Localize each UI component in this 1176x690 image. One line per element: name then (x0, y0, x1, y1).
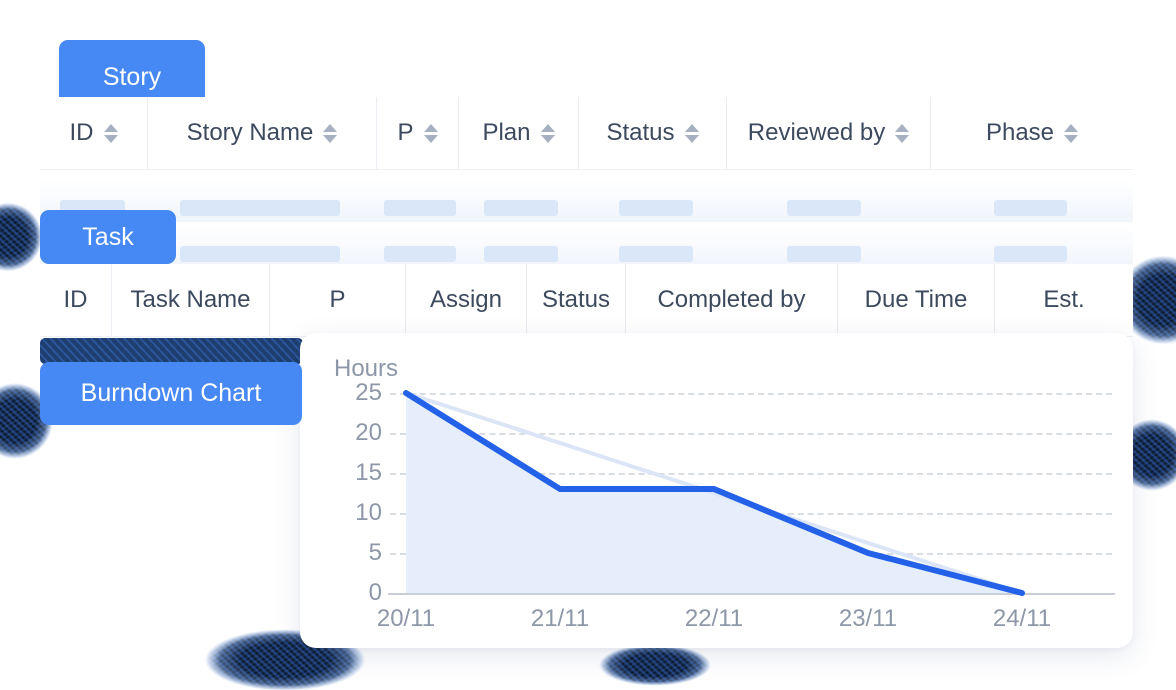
column-label: Completed by (657, 286, 806, 313)
skeleton-cell-bar (619, 246, 693, 262)
tab-task-label: Task (82, 222, 134, 251)
tab-burndown-chart[interactable]: Burndown Chart (40, 362, 302, 425)
story-column-story-name[interactable]: Story Name (148, 97, 377, 169)
task-column-task-name: Task Name (112, 264, 270, 336)
ideal-burndown-line (404, 391, 1024, 595)
skeleton-cell-bar (384, 200, 456, 216)
story-table-header: ID Story Name P Plan Status Reviewed by Phase (40, 97, 1133, 170)
y-tick-label: 25 (355, 379, 382, 406)
y-tick-label: 0 (368, 579, 382, 606)
column-label: ID (69, 119, 94, 146)
column-label: Status (606, 119, 675, 146)
task-table-header: ID Task Name P Assign Status Completed by Due … (40, 264, 1133, 337)
skeleton-cell-bar (180, 200, 340, 216)
task-column-status: Status (527, 264, 626, 336)
column-label: Plan (482, 119, 531, 146)
skeleton-cell-bar (384, 246, 456, 262)
story-column-plan[interactable]: Plan (459, 97, 579, 169)
column-label: Due Time (864, 286, 968, 313)
remaining-hours-line (403, 390, 1025, 596)
gridline (390, 393, 1112, 395)
task-column-completed-by: Completed by (626, 264, 838, 336)
tab-burndown-label: Burndown Chart (80, 379, 262, 407)
gridline (390, 433, 1112, 435)
skeleton-cell-bar (994, 246, 1067, 262)
column-label: Reviewed by (747, 119, 886, 146)
x-tick-label: 23/11 (838, 605, 898, 632)
skeleton-cell-bar (484, 246, 558, 262)
sort-icon[interactable] (103, 123, 118, 143)
column-label: Est. (1043, 286, 1085, 313)
task-column-assign: Assign (406, 264, 527, 336)
column-label: Task Name (130, 286, 251, 313)
task-column-est: Est. (995, 264, 1133, 336)
sort-icon[interactable] (423, 123, 438, 143)
y-tick-label: 5 (368, 539, 382, 566)
gridline (390, 473, 1112, 475)
x-axis-line (388, 593, 1115, 595)
skeleton-cell-bar (619, 200, 693, 216)
y-axis-title: Hours (334, 355, 399, 382)
story-column-phase[interactable]: Phase (931, 97, 1133, 169)
x-tick-label: 22/11 (684, 605, 744, 632)
story-column-status[interactable]: Status (579, 97, 727, 169)
tab-story[interactable]: Story (59, 40, 205, 106)
decorative-navy-band (40, 338, 303, 364)
skeleton-cell-bar (994, 200, 1067, 216)
tab-story-label: Story (102, 62, 162, 91)
task-column-due-time: Due Time (838, 264, 995, 336)
sort-icon[interactable] (684, 123, 699, 143)
column-label: P (329, 286, 346, 313)
column-label: Status (541, 286, 611, 313)
tab-task[interactable]: Task (40, 210, 176, 264)
y-tick-label: 10 (355, 499, 382, 526)
skeleton-cell-bar (180, 246, 340, 262)
task-column-id: ID (40, 264, 112, 336)
burndown-line-chart (403, 390, 1025, 596)
skeleton-cell-bar (484, 200, 558, 216)
column-label: ID (63, 286, 88, 313)
sort-icon[interactable] (895, 123, 910, 143)
story-column-p[interactable]: P (377, 97, 459, 169)
story-column-reviewed-by[interactable]: Reviewed by (727, 97, 931, 169)
x-tick-label: 20/11 (376, 605, 436, 632)
task-column-p: P (270, 264, 406, 336)
column-label: Phase (985, 119, 1055, 146)
burndown-chart-panel: Hours 0 5 10 15 20 25 20/11 21/11 22/11 23/11 24/1… (300, 333, 1133, 648)
y-tick-label: 20 (355, 419, 382, 446)
column-label: P (397, 119, 414, 146)
column-label: Story Name (186, 119, 314, 146)
sort-icon[interactable] (1064, 123, 1079, 143)
sort-icon[interactable] (540, 123, 555, 143)
x-tick-label: 24/11 (992, 605, 1052, 632)
story-column-id[interactable]: ID (40, 97, 148, 169)
skeleton-cell-bar (787, 200, 861, 216)
sort-icon[interactable] (323, 123, 338, 143)
y-tick-label: 15 (355, 459, 382, 486)
column-label: Assign (429, 286, 503, 313)
skeleton-cell-bar (787, 246, 861, 262)
x-tick-label: 21/11 (530, 605, 590, 632)
